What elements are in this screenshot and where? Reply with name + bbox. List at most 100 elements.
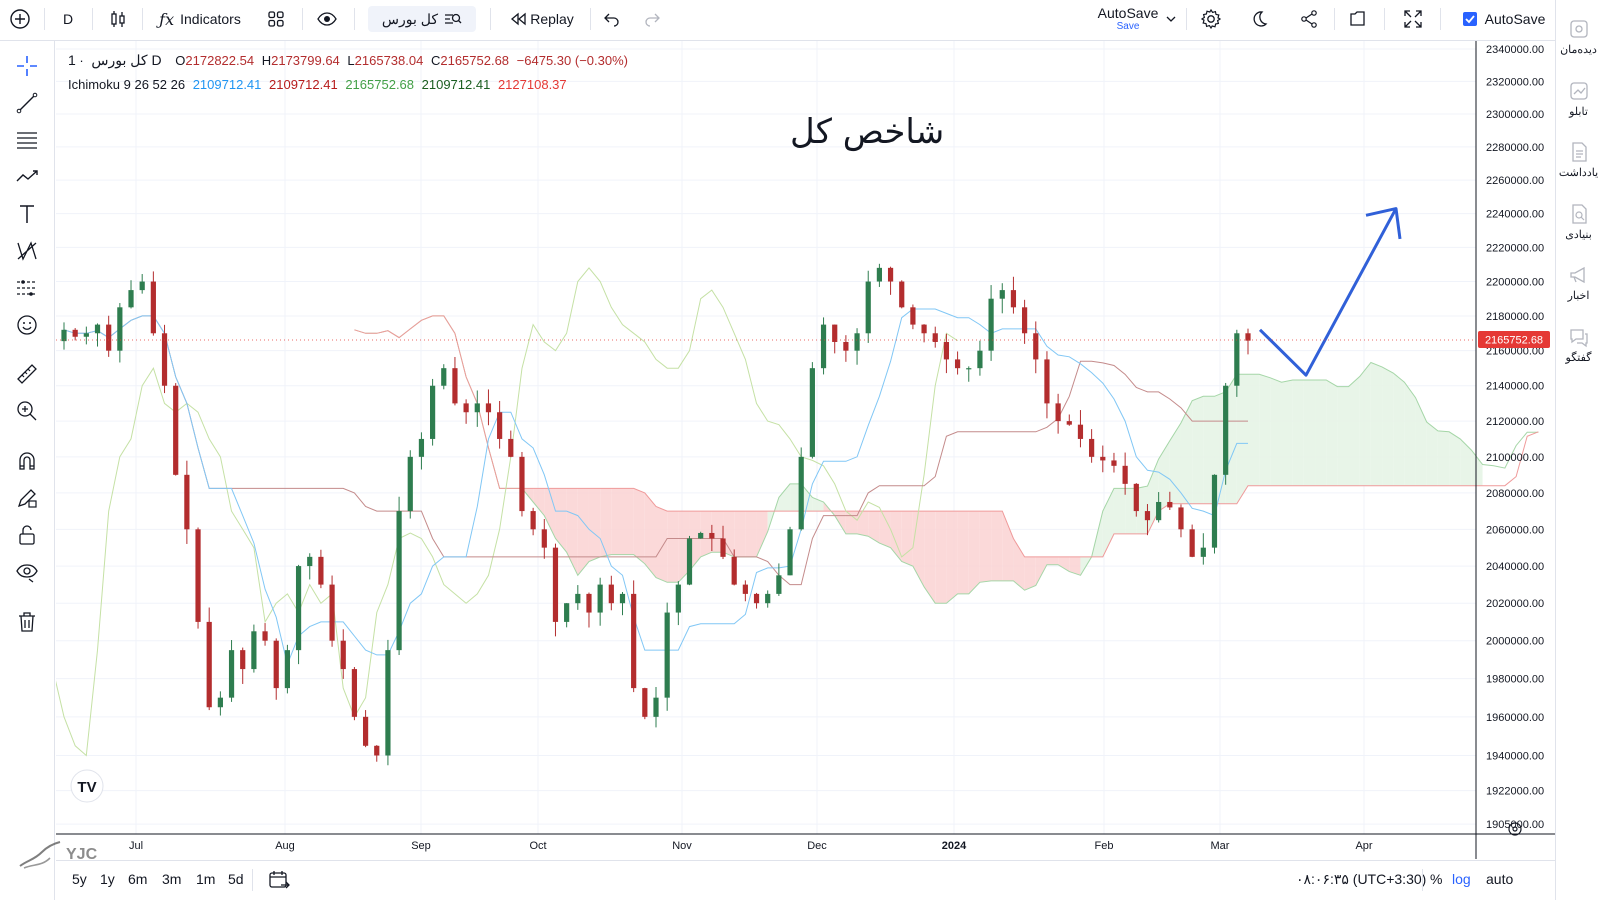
pattern-tool[interactable]	[12, 162, 42, 192]
cloud-segment	[1315, 380, 1327, 486]
magnet-tool[interactable]	[12, 446, 42, 476]
redo-button[interactable]	[638, 0, 666, 38]
divider	[1334, 8, 1335, 30]
candle-body	[720, 538, 726, 557]
fullscreen-button[interactable]	[1398, 0, 1428, 38]
tv-logo[interactable]: TV	[70, 769, 104, 803]
range-5d[interactable]: 5d	[228, 871, 244, 887]
candle-body	[195, 529, 201, 622]
autosave-button[interactable]: AutoSave Save	[1086, 0, 1170, 38]
settings-axis-icon[interactable]	[1508, 822, 1522, 836]
time-tick-label: 2024	[942, 840, 967, 852]
remove-drawings-tool[interactable]	[12, 607, 42, 637]
price-tick-label: 2020000.00	[1486, 598, 1544, 610]
interval-button[interactable]: D	[56, 0, 80, 38]
text-tool[interactable]	[12, 199, 42, 229]
legend-high: 2173799.64	[271, 53, 340, 68]
range-1m[interactable]: 1m	[196, 871, 216, 887]
autosave-checkbox[interactable]: AutoSave	[1456, 0, 1552, 38]
symbol-search-button[interactable]: کل بورس	[368, 6, 476, 32]
drawings	[1258, 207, 1402, 377]
chart-pane[interactable]: 2340000.00 2320000.00 2300000.00 2280000.00…	[0, 41, 1555, 859]
candle-body	[351, 669, 358, 717]
divider	[490, 8, 491, 30]
chart-type-button[interactable]	[104, 0, 132, 38]
crosshair-tool[interactable]	[12, 51, 42, 81]
indicators-button[interactable]: ƒx Indicators	[154, 0, 246, 38]
legend-indicator-name[interactable]: Ichimoku 9 26 52 26	[68, 77, 186, 92]
time-tick-label: Sep	[411, 840, 431, 852]
xabcd-tool[interactable]	[12, 236, 42, 266]
candle-body	[1077, 424, 1084, 439]
candle-body	[709, 532, 715, 539]
prediction-tool[interactable]	[12, 273, 42, 303]
replay-button[interactable]: Replay	[508, 0, 576, 38]
candle-body	[552, 547, 559, 622]
templates-button[interactable]	[262, 0, 290, 38]
sidebar-item-chart[interactable]: تابلو	[1556, 80, 1600, 118]
calendar-icon	[269, 871, 290, 889]
candle-body	[1234, 333, 1240, 386]
candle-body	[1189, 529, 1195, 557]
range-5y[interactable]: 5y	[72, 871, 87, 887]
cloud-segment	[1136, 486, 1148, 534]
settings-button[interactable]	[1196, 0, 1226, 38]
add-symbol-button[interactable]	[6, 0, 34, 38]
text-icon	[20, 205, 34, 223]
sidebar-item-news[interactable]: اخبار	[1556, 264, 1600, 302]
sidebar-item-watchlist[interactable]: دیده‌مان	[1556, 18, 1600, 56]
sidebar-item-fundamental[interactable]: بنیادی	[1556, 203, 1600, 241]
sidebar-item-chat[interactable]: گفتگو	[1556, 326, 1600, 364]
theme-button[interactable]	[1244, 0, 1274, 38]
hide-tool[interactable]	[12, 557, 42, 587]
range-6m[interactable]: 6m	[128, 871, 148, 887]
forecast-arrow-head	[1365, 207, 1402, 240]
time-tick-label: Jul	[129, 840, 143, 852]
snapshot-button[interactable]	[1344, 0, 1374, 38]
sidebar-item-notes[interactable]: یادداشت	[1556, 141, 1600, 179]
fib-tool[interactable]	[12, 125, 42, 155]
divider	[92, 8, 93, 30]
time-tick-label: Nov	[672, 840, 692, 852]
legend-close: 2165752.68	[440, 53, 510, 68]
emoji-tool[interactable]	[12, 310, 42, 340]
trendline-tool[interactable]	[12, 88, 42, 118]
chart-annotation-title[interactable]: شاخص کل	[790, 112, 945, 152]
smiley-icon	[17, 315, 37, 335]
legend-symbol[interactable]: کل بورس	[91, 52, 148, 68]
cloud-segment	[734, 511, 746, 557]
sidebar-label: دیده‌مان	[1560, 44, 1597, 56]
cloud-segment	[924, 511, 936, 604]
cloud-segment	[1460, 438, 1472, 486]
visibility-button[interactable]	[312, 0, 342, 38]
candle-body	[586, 593, 592, 613]
candle-body	[910, 307, 916, 325]
zoom-tool[interactable]	[12, 396, 42, 426]
lock-tool[interactable]	[12, 520, 42, 550]
legend-change: −6475.30 (−0.30%)	[516, 53, 628, 68]
log-toggle[interactable]: log	[1452, 871, 1471, 887]
candle-body	[1055, 403, 1061, 422]
goto-date-button[interactable]	[268, 869, 290, 894]
drawing-mode-tool[interactable]	[12, 483, 42, 513]
drawing-toolbar	[0, 41, 55, 900]
undo-button[interactable]	[598, 0, 626, 38]
range-1y[interactable]: 1y	[100, 871, 115, 887]
price-axis: 2340000.00 2320000.00 2300000.00 2280000.00…	[1486, 44, 1544, 831]
candle-body	[1133, 483, 1139, 512]
candle-body	[441, 368, 447, 386]
percent-toggle[interactable]: %	[1430, 871, 1443, 887]
legend-symbol-row: کل بورس · 1D O2172822.54 H2173799.64 L21…	[68, 52, 628, 68]
autosave-dropdown[interactable]	[1164, 0, 1178, 38]
legend-open-label: O	[175, 53, 186, 68]
ind-value-conversion: 2109712.41	[192, 77, 262, 92]
legend-high-label: H	[261, 53, 272, 68]
share-button[interactable]	[1294, 0, 1324, 38]
cloud-segment	[756, 511, 768, 557]
measure-tool[interactable]	[12, 359, 42, 389]
clock-timezone[interactable]: ۰۸:۰۶:۳۵ (UTC+3:30)	[1296, 871, 1427, 887]
range-3m[interactable]: 3m	[162, 871, 182, 887]
auto-toggle[interactable]: auto	[1486, 871, 1514, 887]
price-chart[interactable]: 2340000.00 2320000.00 2300000.00 2280000.00…	[0, 41, 1555, 859]
cloud-segment	[991, 511, 1003, 581]
